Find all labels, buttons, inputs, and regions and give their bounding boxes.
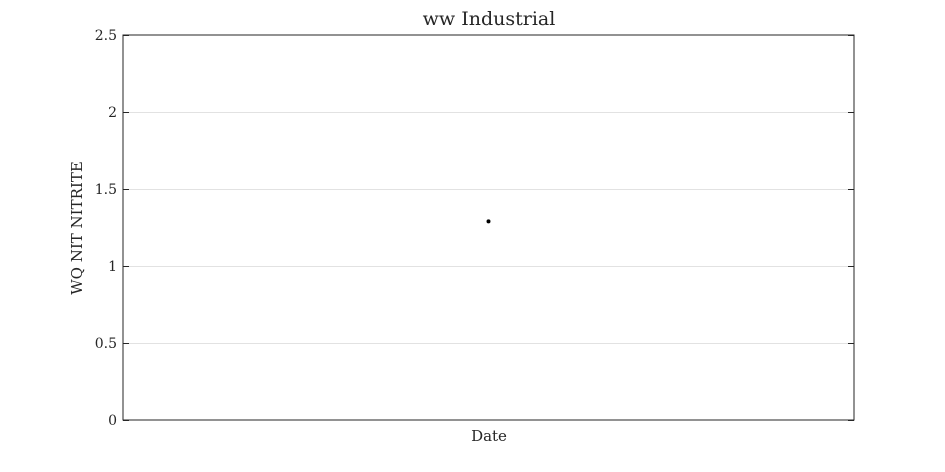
y-tick-label: 0 xyxy=(108,413,117,429)
plot-area-frame xyxy=(122,34,855,421)
y-tick-label: 2.5 xyxy=(95,28,117,44)
data-points xyxy=(486,219,491,224)
gridlines xyxy=(123,112,854,344)
y-tick-label: 1.5 xyxy=(95,182,117,198)
data-point xyxy=(486,219,491,224)
y-axis-ticks: 0 0.5 1 1.5 2 2.5 xyxy=(95,28,854,429)
x-axis-label: Date xyxy=(471,427,507,445)
y-tick-label: 1 xyxy=(108,259,117,275)
y-tick-label: 0.5 xyxy=(95,336,117,352)
chart-title: ww Industrial xyxy=(423,8,556,30)
y-axis-label: WQ NIT NITRITE xyxy=(68,161,86,295)
y-tick-label: 2 xyxy=(108,105,117,121)
